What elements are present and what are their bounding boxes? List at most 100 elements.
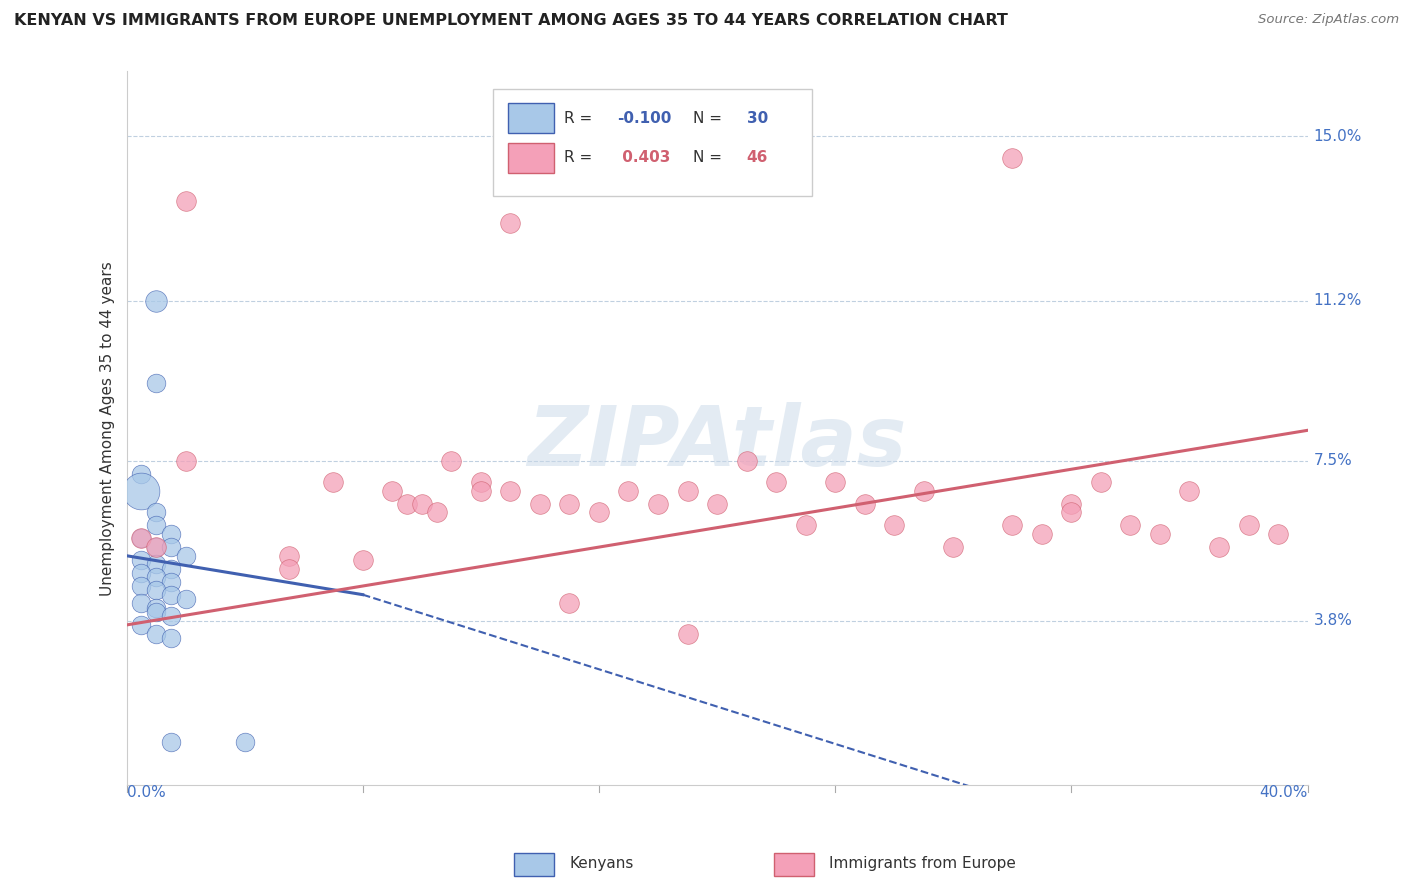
Text: N =: N =: [693, 150, 727, 165]
Point: [1060, 497, 1083, 511]
Point: [174, 592, 197, 607]
Point: [396, 497, 419, 511]
Point: [174, 194, 197, 208]
Point: [853, 497, 876, 511]
Point: [499, 483, 522, 498]
Text: R =: R =: [564, 150, 596, 165]
Point: [352, 553, 374, 567]
Point: [1178, 483, 1201, 498]
Point: [174, 453, 197, 467]
Point: [1060, 506, 1083, 520]
Point: [160, 631, 183, 645]
Text: 11.2%: 11.2%: [1313, 293, 1362, 308]
Text: R =: R =: [564, 111, 596, 126]
Point: [676, 483, 699, 498]
Point: [1208, 540, 1230, 554]
Point: [735, 453, 758, 467]
Point: [174, 549, 197, 563]
Text: Immigrants from Europe: Immigrants from Europe: [830, 856, 1017, 871]
Point: [145, 558, 167, 572]
FancyBboxPatch shape: [508, 103, 554, 134]
Point: [470, 483, 492, 498]
Point: [588, 506, 610, 520]
Point: [1090, 475, 1112, 490]
Point: [440, 453, 463, 467]
Point: [129, 596, 153, 610]
Point: [558, 497, 581, 511]
Point: [160, 540, 183, 554]
Point: [145, 376, 167, 390]
Point: [145, 540, 167, 554]
Point: [1001, 151, 1024, 165]
Point: [145, 583, 167, 598]
Point: [145, 570, 167, 584]
Point: [160, 588, 183, 602]
Text: Source: ZipAtlas.com: Source: ZipAtlas.com: [1258, 13, 1399, 27]
Point: [145, 293, 167, 308]
Point: [322, 475, 344, 490]
FancyBboxPatch shape: [515, 853, 554, 876]
Point: [145, 605, 167, 619]
Point: [1031, 527, 1053, 541]
Point: [129, 618, 153, 632]
Point: [160, 562, 183, 576]
Point: [160, 735, 183, 749]
Point: [1237, 518, 1260, 533]
Point: [278, 549, 301, 563]
Point: [145, 540, 167, 554]
FancyBboxPatch shape: [492, 89, 811, 196]
Point: [145, 626, 167, 640]
Text: 30: 30: [747, 111, 768, 126]
Point: [558, 596, 581, 610]
Text: 3.8%: 3.8%: [1313, 613, 1353, 628]
Point: [129, 553, 153, 567]
Text: N =: N =: [693, 111, 727, 126]
Point: [470, 475, 492, 490]
Point: [411, 497, 433, 511]
Point: [1119, 518, 1142, 533]
Point: [233, 735, 256, 749]
FancyBboxPatch shape: [508, 143, 554, 173]
Text: ZIPAtlas: ZIPAtlas: [527, 402, 907, 483]
Point: [129, 566, 153, 580]
Point: [1267, 527, 1289, 541]
Point: [129, 579, 153, 593]
Point: [145, 600, 167, 615]
Point: [883, 518, 905, 533]
Text: 15.0%: 15.0%: [1313, 128, 1362, 144]
Point: [647, 497, 669, 511]
Point: [824, 475, 846, 490]
Point: [381, 483, 404, 498]
Point: [129, 483, 153, 498]
Text: 0.403: 0.403: [617, 150, 671, 165]
Point: [129, 532, 153, 546]
Point: [145, 518, 167, 533]
Point: [278, 562, 301, 576]
Text: Kenyans: Kenyans: [569, 856, 634, 871]
Point: [765, 475, 787, 490]
Point: [129, 467, 153, 481]
Point: [794, 518, 817, 533]
Text: KENYAN VS IMMIGRANTS FROM EUROPE UNEMPLOYMENT AMONG AGES 35 TO 44 YEARS CORRELAT: KENYAN VS IMMIGRANTS FROM EUROPE UNEMPLO…: [14, 13, 1008, 29]
Point: [617, 483, 640, 498]
Point: [942, 540, 965, 554]
Point: [160, 609, 183, 624]
Point: [1001, 518, 1024, 533]
Y-axis label: Unemployment Among Ages 35 to 44 years: Unemployment Among Ages 35 to 44 years: [100, 260, 115, 596]
Text: 40.0%: 40.0%: [1260, 785, 1308, 800]
Point: [529, 497, 551, 511]
Text: 0.0%: 0.0%: [127, 785, 166, 800]
Point: [706, 497, 728, 511]
Point: [129, 532, 153, 546]
Point: [160, 527, 183, 541]
FancyBboxPatch shape: [773, 853, 814, 876]
Point: [1149, 527, 1171, 541]
Point: [912, 483, 935, 498]
Text: 46: 46: [747, 150, 768, 165]
Point: [145, 506, 167, 520]
Text: 7.5%: 7.5%: [1313, 453, 1353, 468]
Point: [499, 216, 522, 230]
Text: -0.100: -0.100: [617, 111, 671, 126]
Point: [160, 574, 183, 589]
Point: [676, 626, 699, 640]
